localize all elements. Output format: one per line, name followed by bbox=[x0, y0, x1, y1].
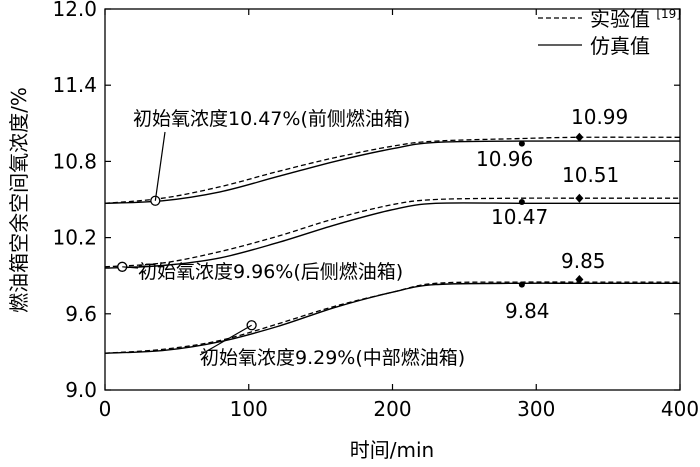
simulation-point-marker-0 bbox=[518, 140, 525, 147]
legend-label-experimental: 实验值 [19] bbox=[590, 7, 681, 31]
data-label-middle-sim: 9.84 bbox=[505, 299, 550, 323]
x-tick-label: 300 bbox=[517, 397, 555, 421]
annotation-leader-line-0 bbox=[154, 131, 166, 201]
annotation-leader-line-1 bbox=[122, 266, 139, 269]
plot-area: 0 100 200 300 400 9.0 9.6 10.2 10.8 11.4 12.0 bbox=[52, 0, 699, 421]
data-label-rear-exp: 10.51 bbox=[562, 163, 619, 187]
y-tick-label: 12.0 bbox=[52, 0, 97, 21]
experimental-point-marker-2 bbox=[575, 275, 584, 285]
simulation-line-0 bbox=[104, 140, 680, 204]
experimental-point-marker-0 bbox=[575, 132, 584, 142]
y-tick-label: 10.8 bbox=[52, 149, 97, 173]
simulation-point-marker-2 bbox=[518, 281, 525, 288]
x-tick-label: 200 bbox=[373, 397, 411, 421]
plot-frame bbox=[104, 8, 681, 391]
legend: 实验值 [19] 仿真值 bbox=[538, 7, 681, 58]
y-tick-label: 10.2 bbox=[52, 226, 97, 250]
simulation-line-1 bbox=[104, 202, 681, 269]
x-axis-title: 时间/min bbox=[350, 438, 434, 462]
annotation-leader-line-2 bbox=[199, 324, 252, 356]
x-tick-label: 0 bbox=[99, 397, 112, 421]
simulation-point-marker-1 bbox=[518, 199, 525, 206]
simulation-line-2 bbox=[104, 282, 680, 354]
experimental-line-0 bbox=[104, 136, 681, 204]
y-tick-label: 9.6 bbox=[65, 302, 97, 326]
series-markers bbox=[117, 131, 584, 356]
axis-ticks: 0 100 200 300 400 9.0 9.6 10.2 10.8 11.4 12.0 bbox=[52, 0, 699, 421]
x-tick-label: 100 bbox=[230, 397, 268, 421]
annotation-front-tank: 初始氧浓度10.47%(前侧燃油箱) bbox=[133, 108, 410, 130]
series-lines bbox=[104, 136, 681, 354]
legend-experimental-text: 实验值 bbox=[590, 7, 650, 31]
y-axis-title: 燃油箱空余空间氧浓度/% bbox=[7, 87, 31, 313]
data-label-front-exp: 10.99 bbox=[571, 105, 628, 129]
experimental-line-1 bbox=[104, 197, 680, 268]
annotation-middle-tank: 初始氧浓度9.29%(中部燃油箱) bbox=[200, 347, 465, 369]
y-tick-label: 9.0 bbox=[65, 378, 97, 402]
y-tick-label: 11.4 bbox=[52, 73, 97, 97]
x-tick-label: 400 bbox=[661, 397, 699, 421]
data-label-front-sim: 10.96 bbox=[476, 147, 533, 171]
annotation-rear-tank: 初始氧浓度9.96%(后侧燃油箱) bbox=[138, 261, 403, 283]
legend-experimental-ref: [19] bbox=[656, 7, 681, 21]
legend-label-simulation: 仿真值 bbox=[590, 34, 650, 58]
data-label-rear-sim: 10.47 bbox=[491, 205, 548, 229]
experimental-point-marker-1 bbox=[575, 193, 584, 203]
data-label-middle-exp: 9.85 bbox=[561, 249, 606, 273]
